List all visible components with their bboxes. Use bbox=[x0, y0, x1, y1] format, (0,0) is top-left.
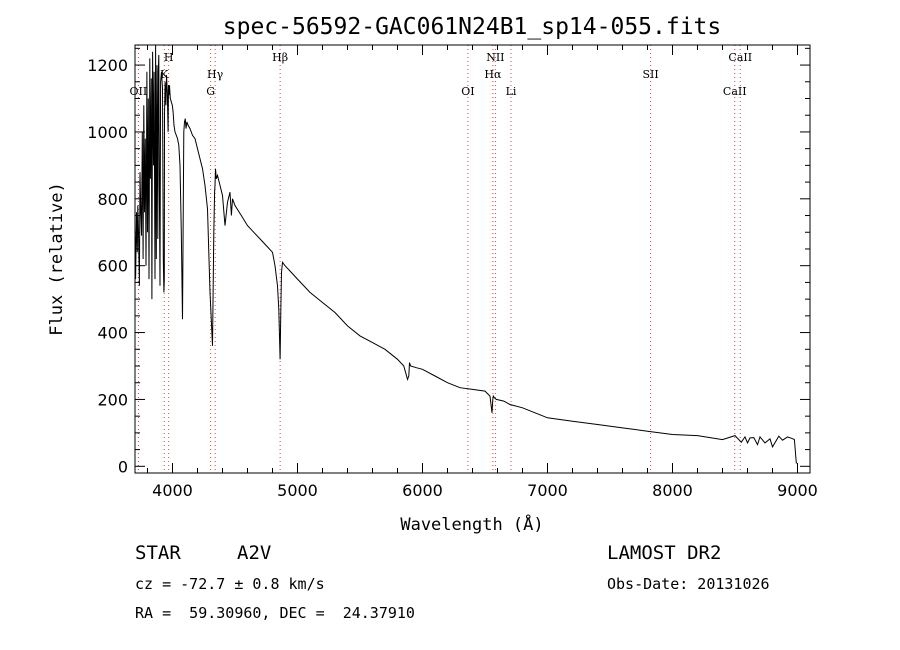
line-label: Hα bbox=[484, 68, 502, 81]
line-label: SII bbox=[643, 68, 659, 81]
x-tick-label: 4000 bbox=[152, 481, 193, 500]
line-label: NII bbox=[486, 51, 504, 64]
line-label: CaII bbox=[728, 51, 752, 64]
chart-title: spec-56592-GAC061N24B1_sp14-055.fits bbox=[223, 14, 722, 40]
line-label: H bbox=[164, 51, 174, 64]
redshift-label: cz = -72.7 ± 0.8 km/s bbox=[135, 575, 325, 593]
y-tick-label: 800 bbox=[97, 190, 128, 209]
line-label: K bbox=[160, 68, 169, 81]
coordinates-label: RA = 59.30960, DEC = 24.37910 bbox=[135, 604, 415, 622]
y-tick-label: 200 bbox=[97, 390, 128, 409]
line-labels: OII KH Hγ G Hβ OI NII Hα Li SII CaII CaII bbox=[130, 51, 753, 98]
survey-label: LAMOST DR2 bbox=[607, 542, 722, 564]
x-tick-label: 8000 bbox=[652, 481, 693, 500]
axis-ticks bbox=[135, 45, 810, 473]
obs-date-label: Obs-Date: 20131026 bbox=[607, 575, 770, 593]
line-label: G bbox=[206, 85, 215, 98]
x-tick-label: 7000 bbox=[527, 481, 568, 500]
x-tick-label: 6000 bbox=[402, 481, 443, 500]
line-label: OI bbox=[461, 85, 474, 98]
line-label: OII bbox=[130, 85, 148, 98]
line-label: Hγ bbox=[207, 68, 224, 81]
plot-frame bbox=[134, 44, 811, 474]
y-tick-label: 1000 bbox=[87, 123, 128, 142]
x-tick-label: 9000 bbox=[777, 481, 818, 500]
y-axis-label: Flux (relative) bbox=[47, 182, 67, 336]
object-subclass: A2V bbox=[237, 542, 272, 564]
line-label: CaII bbox=[723, 85, 747, 98]
spectrum-line bbox=[134, 44, 797, 464]
y-tick-label: 400 bbox=[97, 324, 128, 343]
line-markers bbox=[137, 45, 741, 473]
x-axis-label: Wavelength (Å) bbox=[400, 513, 543, 535]
y-tick-label: 600 bbox=[97, 257, 128, 276]
x-tick-label: 5000 bbox=[277, 481, 318, 500]
x-tick-labels: 4000 5000 6000 7000 8000 9000 bbox=[152, 481, 818, 500]
y-tick-label: 0 bbox=[118, 457, 128, 476]
line-label: Li bbox=[506, 85, 517, 98]
y-tick-labels: 0 200 400 600 800 1000 1200 bbox=[87, 56, 128, 476]
line-label: Hβ bbox=[272, 51, 288, 64]
object-class: STAR bbox=[135, 542, 181, 564]
y-tick-label: 1200 bbox=[87, 56, 128, 75]
